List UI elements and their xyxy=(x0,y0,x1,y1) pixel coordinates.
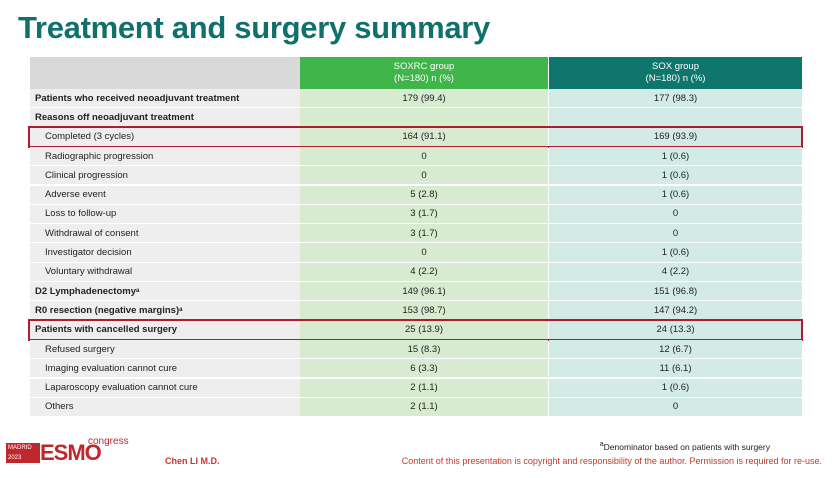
value-cell: 24 (13.3) xyxy=(549,320,802,339)
row-label-text: Completed (3 cycles) xyxy=(45,131,135,143)
row-label: Patients with cancelled surgery xyxy=(30,320,300,339)
column-subtitle: (N=180) n (%) xyxy=(394,73,454,84)
value-cell: 1 (0.6) xyxy=(549,243,802,262)
row-label: Withdrawal of consent xyxy=(30,224,300,243)
row-label-text: Patients who received neoadjuvant treatm… xyxy=(35,92,240,104)
row-label: Radiographic progression xyxy=(30,146,300,166)
column-name: SOXRC group xyxy=(393,61,455,72)
row-label-text: Adverse event xyxy=(45,189,106,201)
row-label-text: Radiographic progression xyxy=(45,150,154,162)
value-cell: 3 (1.7) xyxy=(300,204,548,224)
footnote-marker: a xyxy=(136,288,140,295)
row-label-text: Others xyxy=(45,401,74,413)
value-cell: 0 xyxy=(549,397,802,417)
footnote-text: Denominator based on patients with surge… xyxy=(603,441,770,452)
row-label-text: Reasons off neoadjuvant treatment xyxy=(35,111,194,123)
value-cell: 2 (1.1) xyxy=(300,397,548,417)
row-label: Others xyxy=(30,397,300,417)
value-cell: 6 (3.3) xyxy=(300,359,548,378)
value-cell xyxy=(549,108,802,127)
value-cell: 3 (1.7) xyxy=(300,224,548,243)
logo-city: MADRID xyxy=(8,445,32,451)
row-label: Clinical progression xyxy=(30,166,300,185)
row-label: Laparoscopy evaluation cannot cure xyxy=(30,378,300,397)
slide-title: Treatment and surgery summary xyxy=(18,10,490,45)
column-header: SOXRC group (N=180) n (%) xyxy=(300,57,548,89)
value-cell: 1 (0.6) xyxy=(549,185,802,204)
footnote: aDenominator based on patients with surg… xyxy=(600,440,770,452)
value-cell: 4 (2.2) xyxy=(300,262,548,281)
value-cell: 151 (96.8) xyxy=(549,282,802,301)
column-header: SOX group (N=180) n (%) xyxy=(549,57,802,89)
footnote-marker: a xyxy=(179,307,183,314)
value-cell: 1 (0.6) xyxy=(549,166,802,185)
row-label-text: D2 Lymphadenectomy xyxy=(35,285,137,297)
row-label-text: Clinical progression xyxy=(45,169,128,181)
row-label: Reasons off neoadjuvant treatment xyxy=(30,108,300,127)
logo-location: MADRID 2023 xyxy=(6,443,40,463)
value-cell: 0 xyxy=(300,146,548,166)
value-cell: 25 (13.9) xyxy=(300,320,548,339)
row-label-text: Investigator decision xyxy=(45,247,132,259)
row-label: Refused surgery xyxy=(30,339,300,359)
row-label-text: Imaging evaluation cannot cure xyxy=(45,362,178,374)
column-name: SOX group xyxy=(652,61,699,72)
highlight-box xyxy=(28,125,803,148)
value-cell: 0 xyxy=(549,224,802,243)
header-cell xyxy=(30,57,300,89)
logo-congress: congress xyxy=(88,436,129,447)
row-label: Completed (3 cycles) xyxy=(30,127,300,146)
value-cell: 164 (91.1) xyxy=(300,127,548,146)
row-label-text: Withdrawal of consent xyxy=(45,227,139,239)
logo-name: ESMO xyxy=(40,440,102,465)
row-label: Imaging evaluation cannot cure xyxy=(30,359,300,378)
highlight-box xyxy=(28,318,803,341)
value-cell: 0 xyxy=(549,204,802,224)
row-label: Adverse event xyxy=(30,185,300,204)
column-subtitle: (N=180) n (%) xyxy=(645,73,706,84)
value-cell: 169 (93.9) xyxy=(549,127,802,146)
row-label: Investigator decision xyxy=(30,243,300,262)
value-cell: 1 (0.6) xyxy=(549,378,802,397)
row-label-text: Voluntary withdrawal xyxy=(45,266,133,278)
value-cell: 1 (0.6) xyxy=(549,146,802,166)
row-label: Loss to follow-up xyxy=(30,204,300,224)
row-label-text: R0 resection (negative margins) xyxy=(35,304,180,316)
value-cell: 153 (98.7) xyxy=(300,301,548,320)
value-cell: 179 (99.4) xyxy=(300,89,548,108)
row-label-text: Loss to follow-up xyxy=(45,208,117,220)
value-cell: 177 (98.3) xyxy=(549,89,802,108)
value-cell: 12 (6.7) xyxy=(549,339,802,359)
value-cell: 4 (2.2) xyxy=(549,262,802,281)
author: Chen LI M.D. xyxy=(165,456,220,466)
value-cell: 5 (2.8) xyxy=(300,185,548,204)
row-label: R0 resection (negative margins) a xyxy=(30,301,300,320)
row-label-text: Refused surgery xyxy=(45,343,115,355)
value-cell: 0 xyxy=(300,166,548,185)
row-label: Patients who received neoadjuvant treatm… xyxy=(30,89,300,108)
row-label: Voluntary withdrawal xyxy=(30,262,300,281)
value-cell: 2 (1.1) xyxy=(300,378,548,397)
row-label-text: Laparoscopy evaluation cannot cure xyxy=(45,382,198,394)
value-cell: 15 (8.3) xyxy=(300,339,548,359)
value-cell xyxy=(300,108,548,127)
footnote-marker: a xyxy=(599,440,604,448)
row-label-text: Patients with cancelled surgery xyxy=(35,324,178,336)
logo-year: 2023 xyxy=(8,455,22,461)
value-cell: 147 (94.2) xyxy=(549,301,802,320)
copyright: Content of this presentation is copyrigh… xyxy=(401,456,822,466)
value-cell: 11 (6.1) xyxy=(549,359,802,378)
value-cell: 149 (96.1) xyxy=(300,282,548,301)
value-cell: 0 xyxy=(300,243,548,262)
row-label: D2 Lymphadenectomy a xyxy=(30,282,300,301)
